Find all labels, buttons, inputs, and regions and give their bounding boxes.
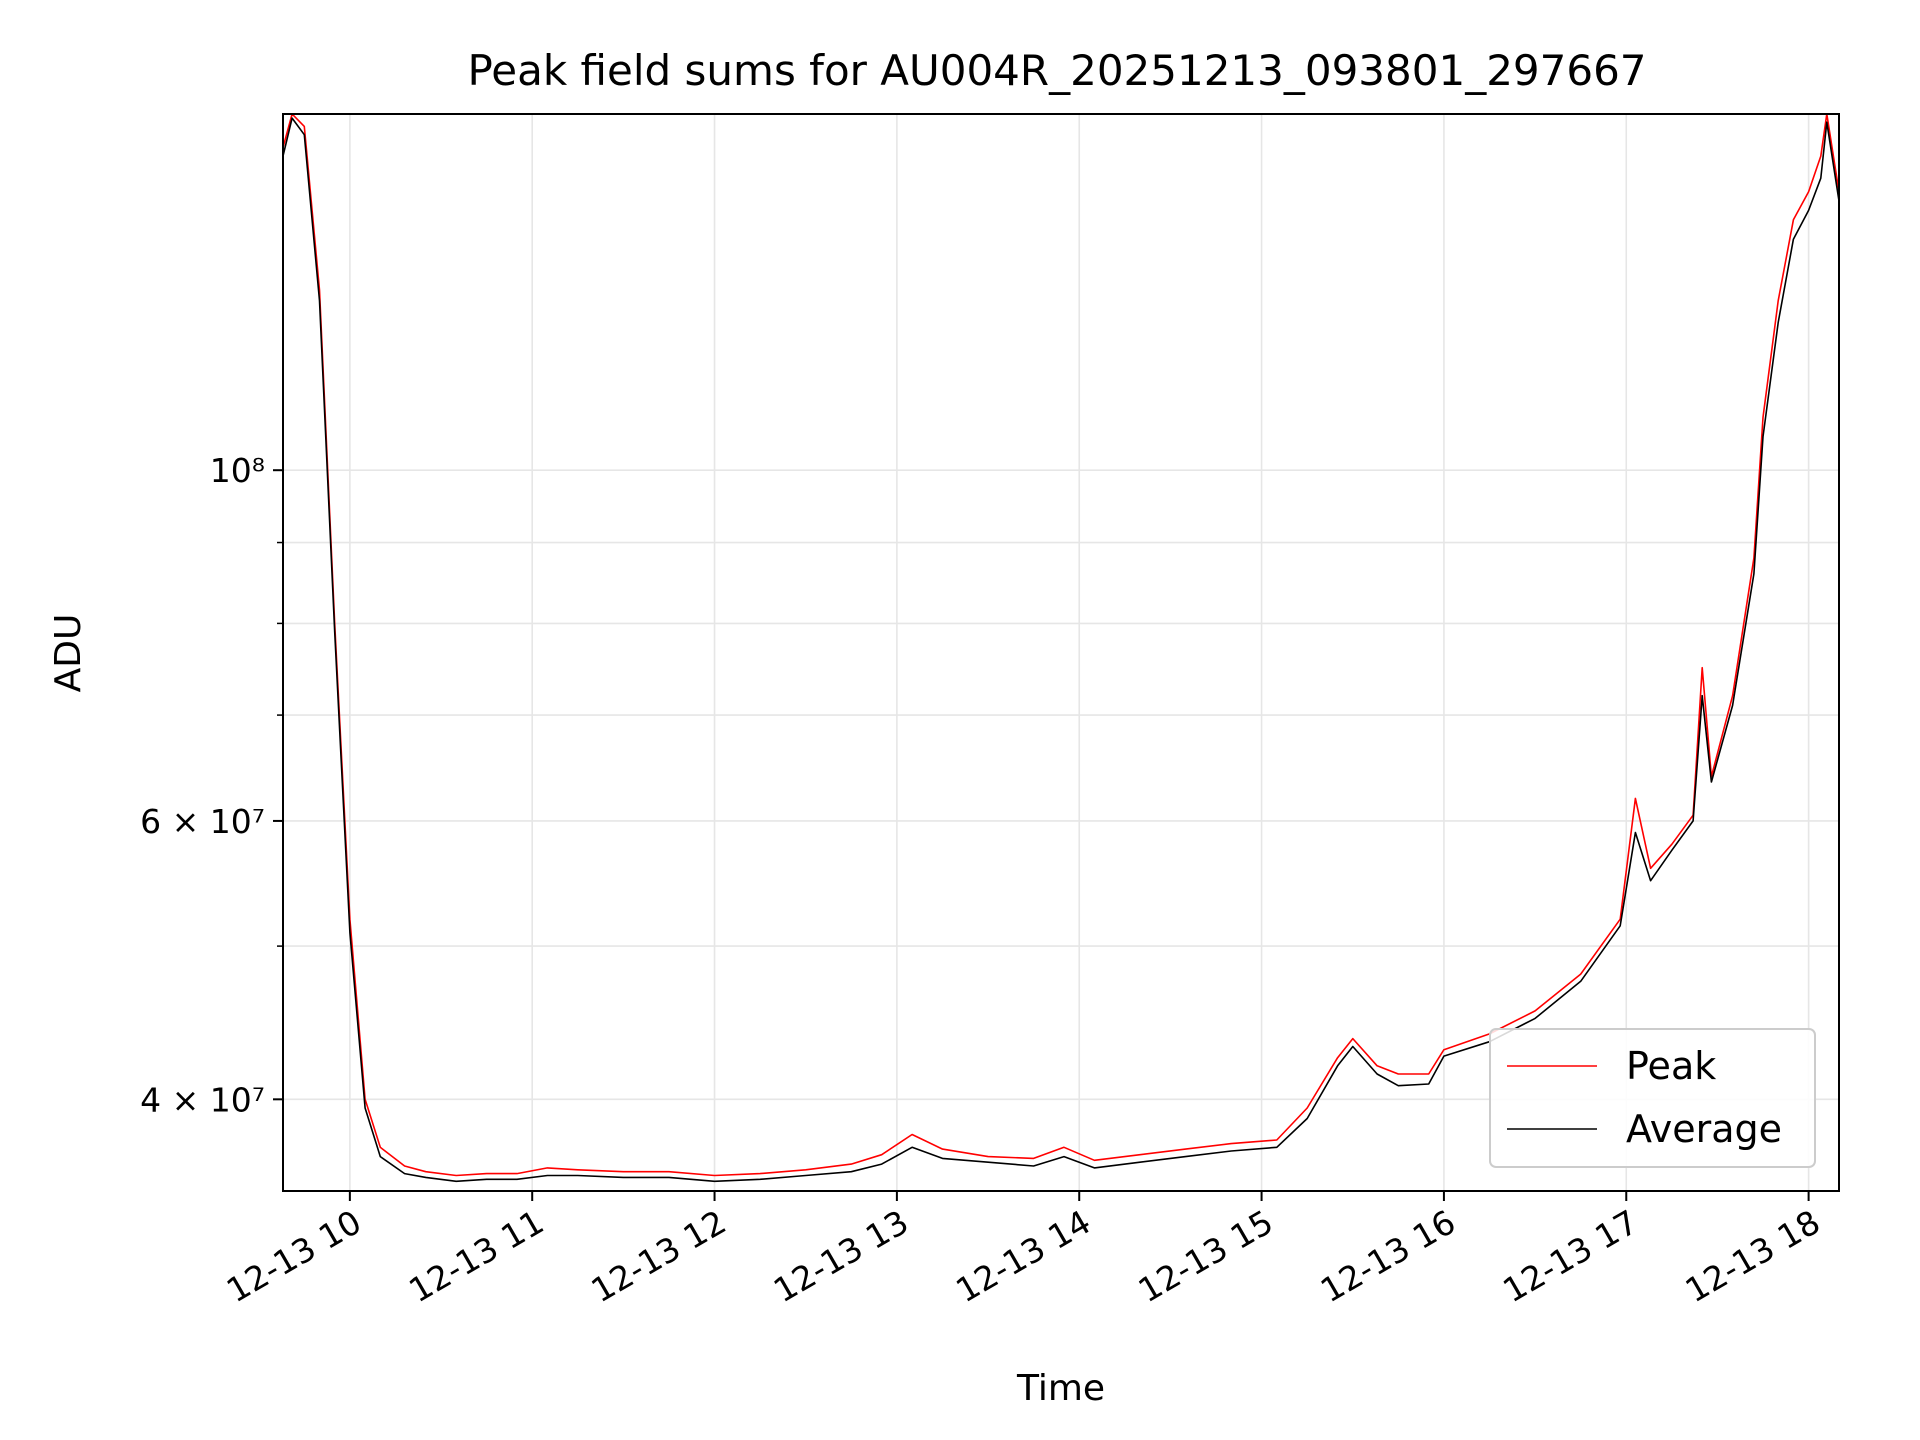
series-peak-line — [283, 114, 1839, 1177]
plot-frame — [282, 113, 1840, 1192]
x-tick-label: 12-13 11 — [402, 1202, 550, 1310]
x-tick-label: 12-13 10 — [220, 1202, 368, 1310]
legend-label-average: Average — [1626, 1107, 1782, 1151]
legend: Peak Average — [1489, 1028, 1816, 1168]
legend-box — [1489, 1028, 1816, 1168]
x-tick-label: 12-13 17 — [1496, 1202, 1644, 1310]
x-tick-label: 12-13 16 — [1314, 1202, 1462, 1310]
y-tick-label: 6 × 10⁷ — [140, 802, 265, 841]
x-tick-label: 12-13 13 — [767, 1202, 915, 1310]
series-average-line — [283, 117, 1839, 1183]
y-tick-label: 4 × 10⁷ — [140, 1080, 265, 1119]
x-axis: 12-13 10 12-13 11 12-13 12 12-13 13 12-13 14… — [220, 1191, 1827, 1310]
grid — [283, 114, 1839, 1191]
x-tick-label: 12-13 14 — [949, 1202, 1097, 1310]
y-axis-label: ADU — [48, 614, 89, 693]
x-tick-label: 12-13 18 — [1679, 1202, 1827, 1310]
series-layer — [283, 114, 1839, 1183]
x-axis-label: Time — [1016, 1368, 1105, 1409]
x-tick-label: 12-13 15 — [1132, 1202, 1280, 1310]
y-axis: 4 × 10⁷ 6 × 10⁷ 10⁸ — [140, 451, 283, 1119]
chart-title: Peak field sums for AU004R_20251213_0938… — [467, 46, 1646, 95]
x-tick-label: 12-13 12 — [585, 1202, 733, 1310]
y-tick-label: 10⁸ — [210, 451, 265, 490]
legend-label-peak: Peak — [1626, 1044, 1716, 1088]
